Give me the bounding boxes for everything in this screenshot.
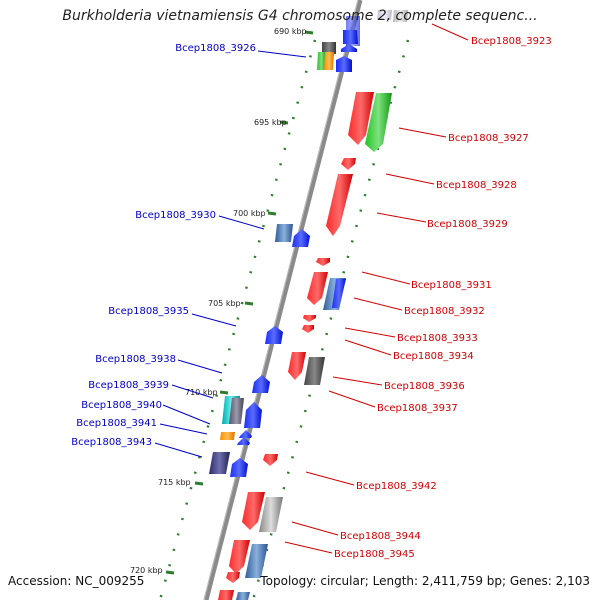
kbp-label: 690 kbp [274,27,307,36]
gene-label-bcep1808-3936[interactable]: Bcep1808_3936 [384,381,465,392]
gene-arrow [324,52,334,70]
left-dotted-guide [158,39,317,600]
gene-arrow [218,590,234,600]
gene-arrow [237,437,250,445]
gene-label-bcep1808-3931[interactable]: Bcep1808_3931 [411,280,492,291]
gene-arrow [236,592,250,600]
kbp-label: 705 kbp [208,299,241,308]
kbp-label: 700 kbp [233,209,266,218]
gene-arrow [230,458,248,477]
gene-arrow [292,229,310,247]
gene-arrow [377,10,392,20]
gene-label-bcep1808-3943[interactable]: Bcep1808_3943 [71,437,152,448]
gene-arrow [220,432,235,440]
gene-arrow [326,174,353,236]
gene-label-bcep1808-3932[interactable]: Bcep1808_3932 [404,306,485,317]
gene-label-bcep1808-3923[interactable]: Bcep1808_3923 [471,36,552,47]
gene-arrow [302,325,314,333]
gene-arrow [229,540,250,574]
gene-arrow [332,279,346,308]
chromosome-backbone [203,0,363,600]
gene-label-bcep1808-3934[interactable]: Bcep1808_3934 [393,351,474,362]
gene-arrow [263,454,278,466]
gene-arrow [245,544,268,578]
gene-arrow [307,272,328,305]
gene-arrow [316,258,330,266]
kbp-label: 695 kbp [254,118,287,127]
accession-label: Accession: NC_009255 [8,574,145,588]
forward-genes [209,16,360,477]
gene-arrow [239,430,252,438]
map-title: Burkholderia vietnamiensis G4 chromosome… [62,8,538,24]
gene-arrow [226,572,240,583]
gene-label-bcep1808-3944[interactable]: Bcep1808_3944 [340,531,421,542]
gene-arrow [252,375,270,393]
gene-arrow [348,92,374,145]
gene-label-bcep1808-3929[interactable]: Bcep1808_3929 [427,219,508,230]
gene-label-bcep1808-3926[interactable]: Bcep1808_3926 [175,43,256,54]
gene-arrow [341,158,356,170]
gene-arrow [393,10,408,22]
kbp-ticks [165,30,314,575]
gene-arrow [336,56,352,72]
gene-arrow [341,44,357,52]
gene-arrow [365,93,392,152]
gene-arrow [265,326,283,344]
kbp-label: 720 kbp [130,566,163,575]
gene-label-bcep1808-3940[interactable]: Bcep1808_3940 [81,400,162,411]
gene-arrow [244,402,262,428]
gene-arrow [303,315,316,322]
reverse-genes [218,10,408,600]
gene-arrow [317,52,326,70]
gene-label-bcep1808-3933[interactable]: Bcep1808_3933 [397,333,478,344]
topology-label: Topology: circular; Length: 2,411,759 bp… [260,574,590,588]
kbp-label: 715 kbp [158,478,191,487]
kbp-label: 710 kbp [185,388,218,397]
gene-label-bcep1808-3928[interactable]: Bcep1808_3928 [436,180,517,191]
gene-arrow [229,398,244,424]
gene-label-bcep1808-3937[interactable]: Bcep1808_3937 [377,403,458,414]
gene-label-bcep1808-3939[interactable]: Bcep1808_3939 [88,380,169,391]
gene-label-bcep1808-3930[interactable]: Bcep1808_3930 [135,210,216,221]
gene-label-bcep1808-3945[interactable]: Bcep1808_3945 [334,549,415,560]
gene-arrow [304,357,325,385]
gene-arrow [275,224,293,242]
gene-arrow [322,42,336,54]
gene-label-bcep1808-3941[interactable]: Bcep1808_3941 [76,418,157,429]
gene-label-bcep1808-3927[interactable]: Bcep1808_3927 [448,133,529,144]
gene-arrow [259,497,283,532]
gene-arrow [209,452,230,474]
gene-arrow [288,352,306,380]
gene-label-bcep1808-3942[interactable]: Bcep1808_3942 [356,481,437,492]
gene-arrow [242,492,265,530]
gene-label-bcep1808-3935[interactable]: Bcep1808_3935 [108,306,189,317]
gene-label-bcep1808-3938[interactable]: Bcep1808_3938 [95,354,176,365]
gene-arrow [343,30,358,44]
